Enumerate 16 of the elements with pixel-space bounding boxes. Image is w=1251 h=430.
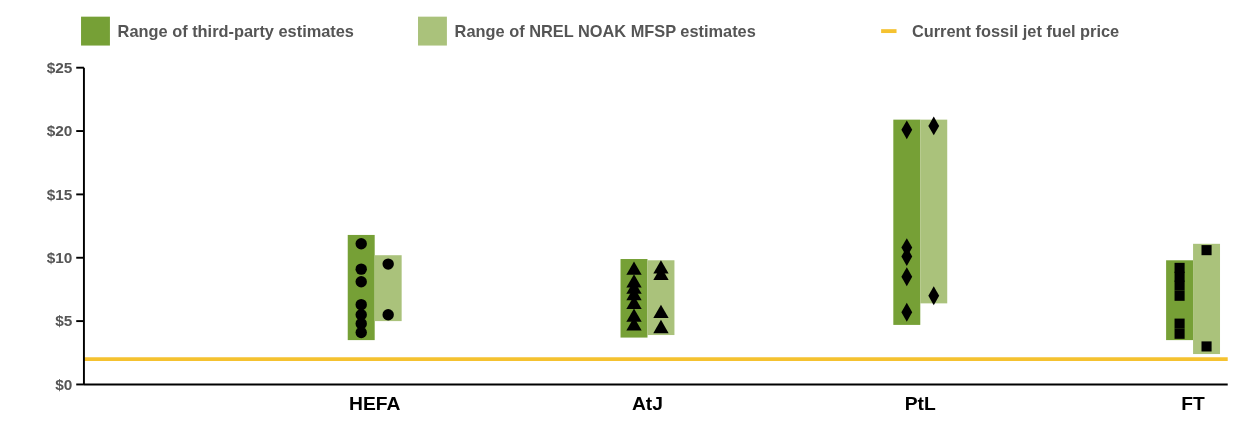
y-tick-label: $25	[46, 59, 73, 77]
legend-label: Current fossil jet fuel price	[911, 21, 1120, 40]
legend-label: Range of third-party estimates	[117, 21, 354, 40]
y-tick-label: $10	[46, 249, 73, 267]
y-tick-label: $0	[55, 375, 73, 393]
x-tick-label: FT	[1181, 393, 1206, 415]
bar	[920, 119, 948, 304]
bar	[1193, 243, 1221, 355]
x-tick-label: AtJ	[631, 393, 663, 415]
legend-label: Range of NREL NOAK MFSP estimates	[454, 21, 756, 40]
bar	[893, 119, 921, 325]
y-tick-label: $5	[55, 312, 73, 330]
x-tick-label: HEFA	[349, 393, 401, 415]
y-tick-label: $20	[46, 122, 73, 140]
x-tick-label: PtL	[904, 393, 937, 415]
y-tick-label: $15	[46, 185, 73, 203]
